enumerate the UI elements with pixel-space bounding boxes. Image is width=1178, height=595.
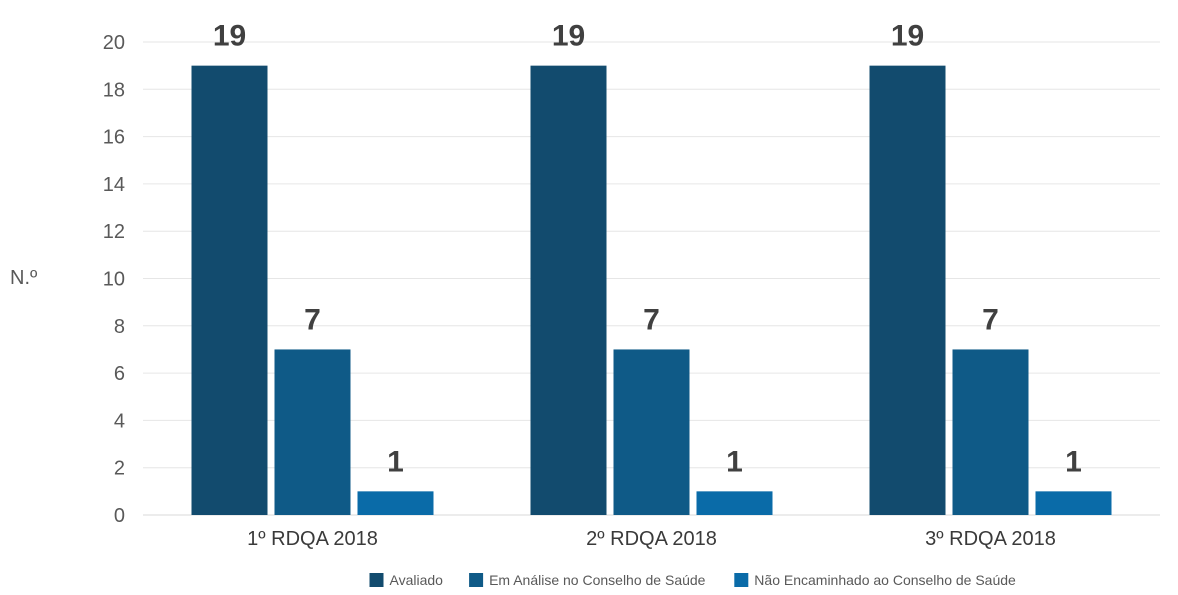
y-tick-label: 8 [114, 316, 125, 338]
y-tick-label: 0 [114, 505, 125, 527]
data-label: 19 [552, 20, 585, 53]
y-axis-ticks: 0 2 4 6 8 10 12 14 16 18 20 [103, 32, 125, 527]
data-label: 1 [387, 445, 404, 478]
bar-3 [696, 491, 773, 515]
bar-3 [357, 491, 434, 515]
bar-2 [274, 349, 351, 515]
x-category-label: 1º RDQA 2018 [247, 528, 378, 550]
bar-3 [1035, 491, 1112, 515]
y-axis-title: N.º [10, 267, 38, 289]
y-tick-label: 14 [103, 174, 125, 196]
data-label: 19 [891, 20, 924, 53]
bar-2 [952, 349, 1029, 515]
y-tick-label: 20 [103, 32, 125, 54]
data-label: 19 [213, 20, 246, 53]
legend-label: Em Análise no Conselho de Saúde [489, 572, 706, 588]
legend-swatch [734, 573, 749, 587]
data-label: 7 [982, 303, 999, 336]
data-label: 1 [726, 445, 743, 478]
x-category-label: 3º RDQA 2018 [925, 528, 1056, 550]
data-label: 7 [304, 303, 321, 336]
bar-2 [613, 349, 690, 515]
data-labels: 19 7 1 19 7 1 19 7 1 [213, 20, 1082, 479]
data-label: 7 [643, 303, 660, 336]
bar-1 [191, 65, 268, 516]
y-tick-label: 18 [103, 79, 125, 101]
legend-label: Não Encaminhado ao Conselho de Saúde [754, 572, 1016, 588]
legend: Avaliado Em Análise no Conselho de Saúde N… [369, 572, 1016, 588]
y-tick-label: 4 [114, 410, 125, 432]
y-tick-label: 2 [114, 458, 125, 480]
bars [191, 65, 1112, 516]
y-tick-label: 6 [114, 363, 125, 385]
y-tick-label: 16 [103, 127, 125, 149]
bar-1 [869, 65, 946, 516]
x-axis-categories: 1º RDQA 2018 2º RDQA 2018 3º RDQA 2018 [247, 528, 1056, 550]
legend-swatch [469, 573, 484, 587]
data-label: 1 [1065, 445, 1082, 478]
y-tick-label: 10 [103, 269, 125, 291]
legend-swatch [369, 573, 384, 587]
bar-1 [530, 65, 607, 516]
x-category-label: 2º RDQA 2018 [586, 528, 717, 550]
y-tick-label: 12 [103, 221, 125, 243]
legend-label: Avaliado [390, 572, 444, 588]
